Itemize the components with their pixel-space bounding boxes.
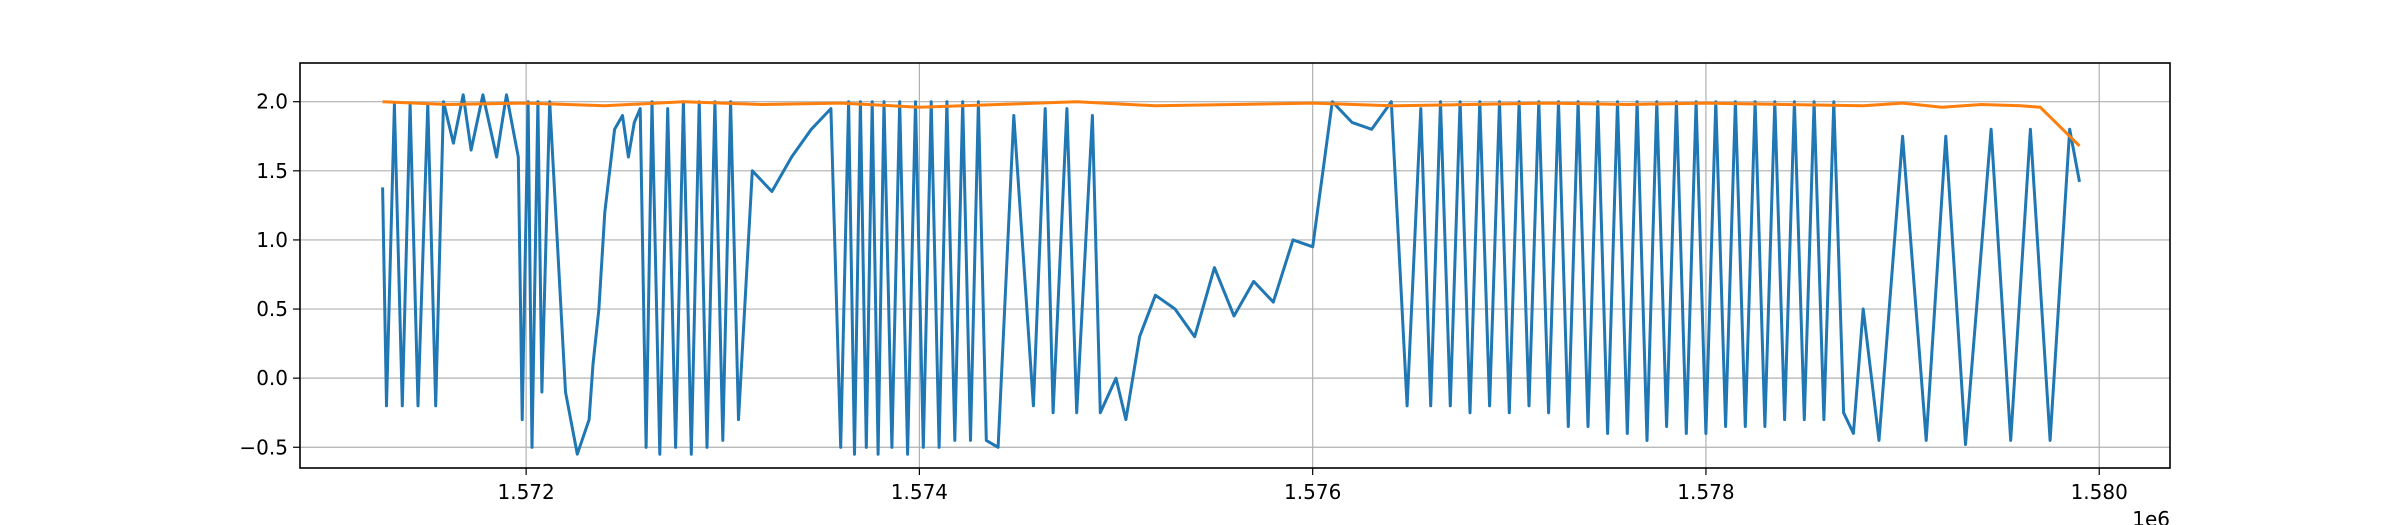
y-tick-label: 0.0 — [256, 366, 288, 390]
x-tick-label: 1.580 — [2071, 480, 2128, 504]
x-tick-label: 1.574 — [891, 480, 948, 504]
series-2-line — [382, 100, 2081, 147]
y-tick-label: 1.5 — [256, 159, 288, 183]
x-tick-label: 1.572 — [497, 480, 554, 504]
x-tick-label: 1.578 — [1677, 480, 1734, 504]
series-1-line — [381, 93, 2081, 456]
plot-area — [300, 63, 2170, 468]
y-tick-label: 1.0 — [256, 228, 288, 252]
y-tick-label: 2.0 — [256, 90, 288, 114]
x-tick-label: 1.576 — [1284, 480, 1341, 504]
axes-frame — [299, 62, 2171, 469]
y-tick-label: 0.5 — [256, 297, 288, 321]
ticks: 1.572 1.574 1.576 1.578 1.580 −0.5 0.0 0.5 1.0 1.… — [239, 90, 2127, 504]
x-axis-offset-label: 1e6 — [2132, 507, 2170, 525]
y-tick-label: −0.5 — [239, 435, 288, 459]
series-group — [381, 93, 2081, 456]
